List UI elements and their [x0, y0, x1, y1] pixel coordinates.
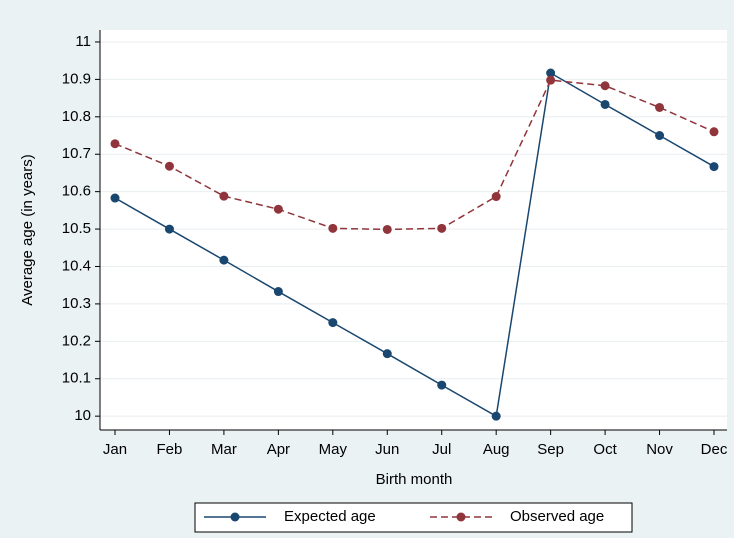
point — [437, 223, 447, 233]
point — [328, 318, 338, 328]
x-axis-label: Birth month — [376, 471, 453, 488]
x-tick-label: Dec — [701, 441, 728, 458]
point — [110, 139, 120, 149]
point — [273, 287, 283, 297]
point — [655, 102, 665, 112]
x-tick-label: Jun — [375, 441, 399, 458]
point — [546, 68, 556, 78]
y-tick-label: 10.5 — [62, 220, 91, 237]
x-tick-label: Nov — [646, 441, 673, 458]
x-tick-label: Oct — [593, 441, 617, 458]
series-line — [114, 79, 715, 231]
x-tick-label: Sep — [537, 441, 564, 458]
x-tick-label: Mar — [211, 441, 237, 458]
legend-label: Expected age — [284, 508, 376, 525]
point — [709, 162, 719, 172]
x-tick-label: Jan — [103, 441, 127, 458]
legend-marker — [230, 512, 240, 522]
point — [164, 161, 174, 171]
y-tick-label: 11 — [75, 33, 91, 50]
point — [328, 223, 338, 233]
y-tick-label: 10.3 — [62, 295, 91, 312]
point — [491, 192, 501, 202]
y-tick-label: 10.1 — [62, 370, 91, 387]
y-tick-label: 10.7 — [62, 145, 91, 162]
point — [382, 349, 392, 359]
y-tick-label: 10 — [74, 407, 91, 424]
y-tick-label: 10.6 — [62, 183, 91, 200]
point — [655, 131, 665, 141]
y-tick-label: 10.8 — [62, 108, 91, 125]
y-tick-label: 10.4 — [62, 257, 91, 274]
point — [273, 204, 283, 214]
point — [491, 411, 501, 421]
point — [546, 75, 556, 85]
legend-marker — [456, 512, 466, 522]
x-tick-label: Feb — [157, 441, 183, 458]
legend-box — [194, 502, 633, 533]
point — [219, 191, 229, 201]
point — [600, 99, 610, 109]
point — [219, 255, 229, 265]
point — [600, 81, 610, 91]
x-tick-label: Aug — [483, 441, 510, 458]
legend-label: Observed age — [510, 508, 604, 525]
y-axis-label: Average age (in years) — [19, 154, 36, 305]
point — [164, 224, 174, 234]
series-line — [114, 71, 715, 418]
y-tick-label: 10.2 — [62, 332, 91, 349]
x-tick-label: May — [319, 441, 348, 458]
point — [110, 193, 120, 203]
point — [709, 127, 719, 137]
point — [437, 380, 447, 390]
y-tick-label: 10.9 — [62, 70, 91, 87]
point — [382, 224, 392, 234]
x-tick-label: Jul — [432, 441, 451, 458]
plot-area — [100, 30, 727, 430]
x-tick-label: Apr — [267, 441, 290, 458]
